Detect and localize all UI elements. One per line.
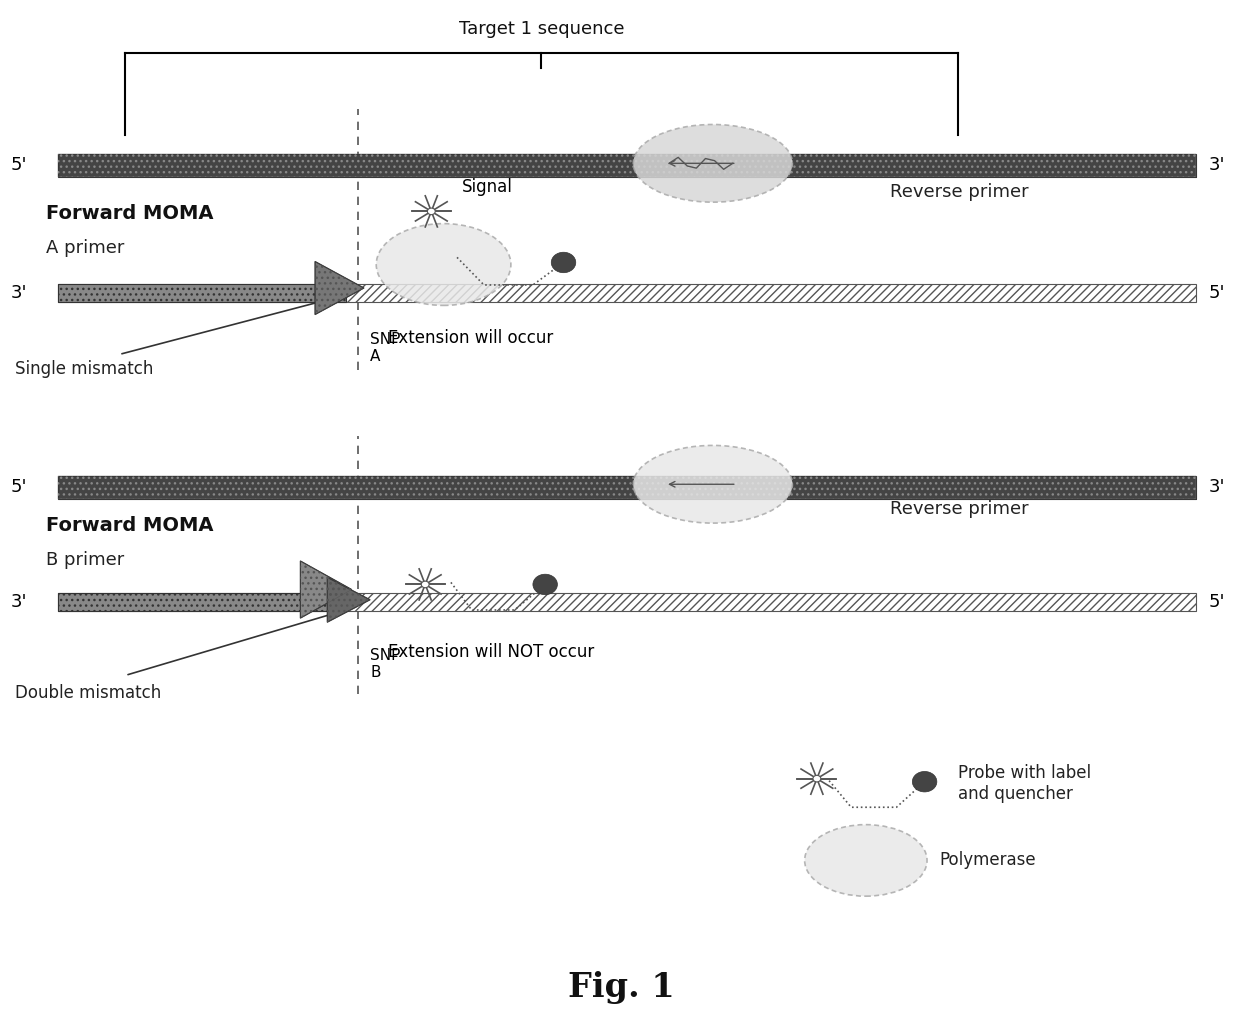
Text: B primer: B primer: [46, 551, 124, 569]
Bar: [58, 154, 1197, 176]
Polygon shape: [327, 577, 370, 623]
Bar: [58, 284, 346, 303]
Text: Probe with label
and quencher: Probe with label and quencher: [957, 765, 1091, 803]
Bar: [58, 477, 1197, 498]
Text: 5': 5': [11, 156, 27, 174]
Bar: [58, 284, 1197, 303]
Circle shape: [428, 208, 435, 214]
Ellipse shape: [805, 825, 928, 896]
Text: A primer: A primer: [46, 239, 124, 257]
Text: 3': 3': [11, 284, 27, 303]
Circle shape: [533, 574, 558, 595]
Text: Polymerase: Polymerase: [939, 852, 1035, 869]
Bar: [58, 154, 1197, 176]
Ellipse shape: [634, 124, 792, 202]
Ellipse shape: [376, 224, 511, 306]
Text: 3': 3': [1209, 156, 1225, 174]
Ellipse shape: [634, 445, 792, 523]
Text: Extension will occur: Extension will occur: [388, 328, 554, 347]
Text: 5': 5': [1209, 284, 1225, 303]
Polygon shape: [315, 261, 365, 315]
Text: 5': 5': [1209, 593, 1225, 611]
Circle shape: [422, 581, 429, 587]
Text: 5': 5': [11, 479, 27, 496]
Circle shape: [913, 772, 937, 792]
Text: Signal: Signal: [463, 178, 513, 196]
Text: Single mismatch: Single mismatch: [15, 359, 154, 377]
Bar: [58, 593, 1197, 611]
Text: Extension will NOT occur: Extension will NOT occur: [388, 642, 595, 661]
Text: SNP
A: SNP A: [370, 332, 401, 365]
Bar: [58, 477, 1197, 498]
Text: SNP
B: SNP B: [370, 648, 401, 681]
Text: Fig. 1: Fig. 1: [568, 971, 675, 1004]
Text: Forward MOMA: Forward MOMA: [46, 516, 213, 535]
Circle shape: [552, 252, 575, 272]
Polygon shape: [300, 560, 352, 618]
Text: Forward MOMA: Forward MOMA: [46, 204, 213, 223]
Text: Reverse primer: Reverse primer: [890, 183, 1029, 201]
Text: 3': 3': [11, 593, 27, 611]
Bar: [58, 593, 346, 611]
Text: Reverse primer: Reverse primer: [890, 500, 1029, 518]
Text: 3': 3': [1209, 479, 1225, 496]
Text: Double mismatch: Double mismatch: [15, 684, 161, 701]
Text: Target 1 sequence: Target 1 sequence: [459, 20, 624, 37]
Circle shape: [813, 775, 821, 782]
